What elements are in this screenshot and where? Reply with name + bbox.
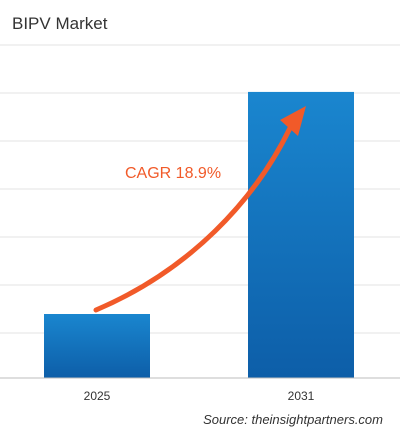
x-tick-label-2025: 2025 [84,389,111,403]
source-credit: Source: theinsightpartners.com [203,412,383,427]
bars [44,91,354,379]
cagr-label: CAGR 18.9% [125,165,221,182]
growth-arrow-icon [93,106,306,313]
bar-2025 [44,314,150,378]
x-tick-label-2031: 2031 [288,389,315,403]
growth-arrow-shaft [93,125,293,313]
chart-title: BIPV Market [12,14,108,33]
bar-2031 [248,91,354,379]
x-tick-labels: 2025 2031 [84,389,315,403]
growth-arrow-head [280,106,306,136]
